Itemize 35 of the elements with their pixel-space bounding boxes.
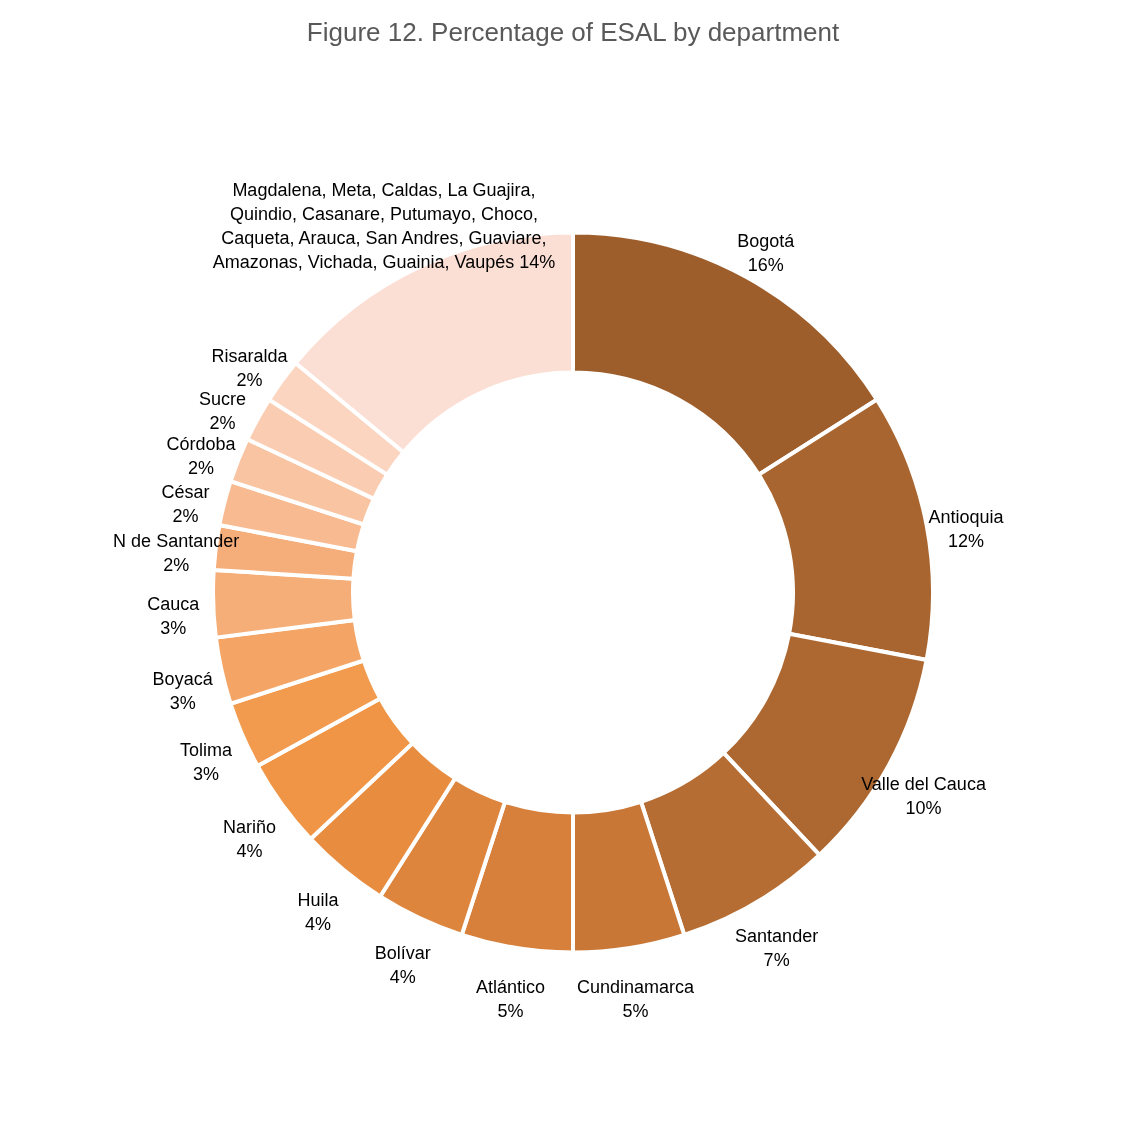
data-label: 3%	[169, 692, 196, 713]
data-label: 7%	[763, 949, 790, 970]
slice-label: Risaralda	[211, 346, 289, 367]
data-label: 2%	[209, 412, 236, 433]
data-label: 2%	[236, 370, 263, 391]
slice-label: Santander	[735, 925, 819, 946]
slice-label: Atlántico	[475, 976, 545, 997]
slice-label: Cundinamarca	[577, 976, 696, 997]
data-label: 2%	[163, 555, 190, 576]
chart-title: Figure 12. Percentage of ESAL by department	[306, 17, 840, 47]
slice-label: Nariño	[222, 816, 276, 837]
data-label: 10%	[905, 798, 942, 819]
data-label: 16%	[747, 254, 784, 275]
data-label: 4%	[305, 913, 332, 934]
slice-label: N de Santander	[113, 531, 240, 552]
slice-label: César	[161, 482, 210, 503]
slice-label: Magdalena, Meta, Caldas, La Guajira, Quindio, Casanare, Putumayo, Choco, Caqueta, Arauca, San Andres, Guaviare, Amazonas, Vichada, Guainia, Vaupés 14%	[212, 179, 556, 272]
data-label: 12%	[947, 530, 984, 551]
slice-label: Boyacá	[152, 668, 214, 689]
data-label: 5%	[622, 1000, 649, 1021]
slice-label: Sucre	[198, 388, 246, 409]
slice-label: Tolima	[179, 740, 233, 761]
slice-label: Córdoba	[166, 434, 237, 455]
data-label: 2%	[172, 506, 199, 527]
data-label: 2%	[188, 458, 215, 479]
slice-label: Bolívar	[374, 943, 431, 964]
slice-label: Antioquia	[928, 506, 1005, 527]
data-label: 3%	[192, 764, 219, 785]
slice-label: Bogotá	[737, 230, 796, 251]
data-label: 5%	[497, 1000, 524, 1021]
data-label: 4%	[389, 967, 416, 988]
slice-label: Huila	[297, 889, 340, 910]
slice-label: Cauca	[147, 594, 201, 615]
data-label: 4%	[236, 840, 263, 861]
data-label: 3%	[160, 618, 187, 639]
